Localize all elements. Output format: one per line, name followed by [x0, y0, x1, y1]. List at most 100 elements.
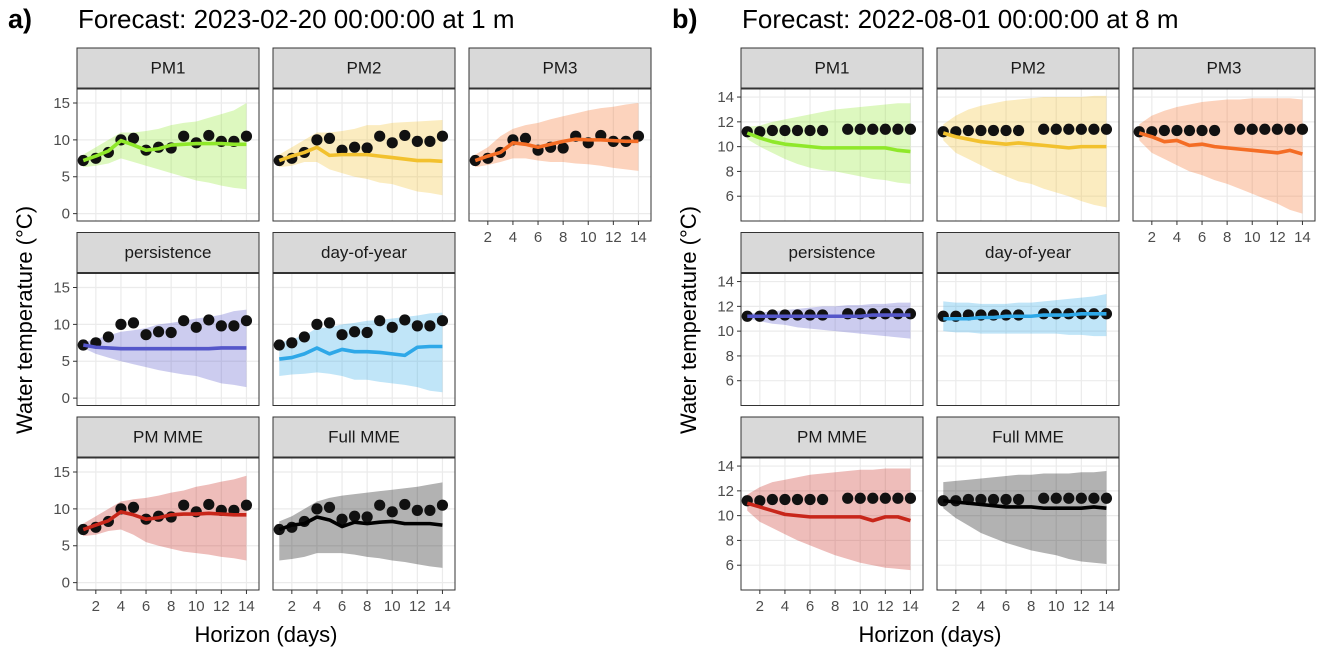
- panel-border: [76, 88, 260, 222]
- x-tick-label: 2: [92, 598, 100, 615]
- observation: [1075, 492, 1087, 504]
- panel-border: [740, 273, 924, 406]
- observation: [348, 510, 361, 522]
- observation: [361, 142, 373, 154]
- x-tick-label: 4: [509, 229, 517, 246]
- observation: [298, 331, 310, 343]
- y-axis-label: Water temperature (°C): [676, 206, 701, 434]
- x-tick-label: 4: [117, 598, 125, 615]
- x-tick-label: 4: [313, 598, 321, 615]
- strip-label: PM MME: [797, 427, 867, 446]
- uncertainty-band: [943, 95, 1107, 208]
- strip-label: PM2: [347, 58, 382, 77]
- x-tick-label: 2: [756, 598, 764, 615]
- observation: [1063, 492, 1075, 504]
- x-tick-label: 6: [142, 598, 150, 615]
- forecast-line: [746, 131, 911, 154]
- strip: [740, 47, 924, 89]
- observation: [436, 315, 449, 327]
- observation: [804, 493, 816, 506]
- observation: [374, 499, 386, 511]
- y-tick-label: 6: [726, 557, 734, 574]
- observation: [436, 130, 449, 142]
- observation: [1050, 492, 1062, 504]
- forecast-line: [279, 344, 443, 361]
- observation: [791, 124, 804, 137]
- strip-label: PM MME: [133, 427, 203, 446]
- y-tick-label: 5: [62, 353, 70, 370]
- panel-border: [272, 457, 456, 591]
- observation: [867, 123, 879, 135]
- y-tick-label: 15: [53, 464, 70, 481]
- observation: [399, 498, 411, 511]
- observation: [115, 318, 127, 330]
- observation: [323, 132, 336, 145]
- y-tick-label: 8: [726, 163, 734, 180]
- observation: [892, 492, 904, 504]
- x-tick-label: 14: [238, 598, 255, 615]
- x-tick-label: 14: [434, 598, 451, 615]
- x-tick-label: 8: [1027, 598, 1035, 615]
- y-tick-label: 14: [717, 458, 734, 475]
- observation: [203, 129, 215, 142]
- observation: [804, 124, 816, 137]
- observation: [127, 501, 140, 514]
- y-tick-label: 0: [62, 206, 70, 223]
- observation: [374, 315, 386, 327]
- observation: [791, 493, 804, 506]
- plot-area: [741, 458, 923, 590]
- observation: [779, 124, 791, 137]
- y-tick-label: 12: [717, 483, 734, 500]
- observation: [1012, 493, 1025, 506]
- observation: [1088, 123, 1100, 135]
- observation: [892, 123, 904, 135]
- observation: [1234, 123, 1246, 135]
- observation: [411, 320, 423, 332]
- observation: [879, 492, 891, 504]
- strip-label: day-of-year: [321, 243, 407, 262]
- forecast-line: [942, 131, 1107, 150]
- strip-label: Full MME: [992, 427, 1064, 446]
- x-tick-label: 2: [952, 598, 960, 615]
- strip: [1132, 47, 1316, 89]
- y-tick-label: 8: [726, 348, 734, 365]
- forecast-line: [82, 343, 247, 351]
- x-tick-label: 8: [1223, 229, 1231, 246]
- observation: [228, 320, 240, 332]
- observation: [1038, 123, 1050, 135]
- observation: [386, 321, 398, 333]
- chart-title: Forecast: 2023-02-20 00:00:00 at 1 m: [78, 4, 515, 34]
- observation: [975, 493, 987, 506]
- observation: [424, 135, 436, 147]
- observation: [754, 126, 766, 138]
- observation: [816, 124, 829, 137]
- strip-label: PM1: [151, 58, 186, 77]
- observation: [867, 492, 879, 504]
- observation: [1012, 124, 1025, 137]
- observation: [102, 331, 114, 343]
- x-tick-label: 10: [1244, 229, 1261, 246]
- x-tick-label: 10: [384, 598, 401, 615]
- y-tick-label: 12: [717, 114, 734, 131]
- observation: [178, 499, 190, 511]
- observation: [975, 124, 987, 137]
- x-tick-label: 12: [1269, 229, 1286, 246]
- observation: [436, 499, 449, 511]
- strip: [740, 416, 924, 458]
- panel-border: [76, 457, 260, 591]
- observation: [399, 129, 411, 142]
- strip-label: persistence: [789, 243, 876, 262]
- x-tick-label: 12: [409, 598, 426, 615]
- plot-area: [741, 273, 923, 406]
- x-tick-label: 8: [559, 229, 567, 246]
- plot-area: [937, 458, 1119, 590]
- strip: [76, 416, 260, 458]
- observation: [1271, 123, 1283, 135]
- y-tick-label: 12: [717, 298, 734, 315]
- observation: [386, 506, 398, 518]
- forecast-line: [746, 501, 911, 523]
- strip-label: Full MME: [328, 427, 400, 446]
- observation: [336, 513, 348, 525]
- forecast-line: [1138, 131, 1303, 156]
